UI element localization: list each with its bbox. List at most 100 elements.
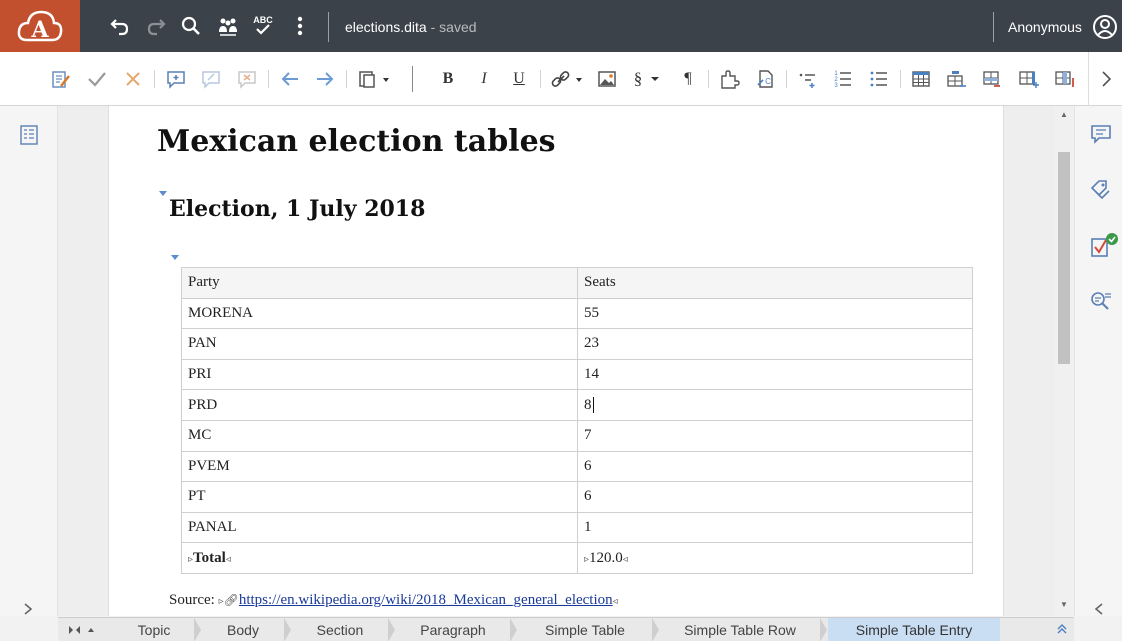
divider	[412, 66, 413, 92]
delete-column-icon[interactable]	[1053, 68, 1079, 90]
comments-panel-icon[interactable]	[1089, 122, 1113, 146]
search-icon[interactable]	[178, 13, 204, 39]
divider	[786, 70, 787, 88]
table-header-cell[interactable]: Party	[181, 267, 578, 299]
bold-button[interactable]: B	[442, 70, 454, 87]
find-replace-icon[interactable]	[1089, 290, 1113, 314]
table-row: PVEM 6	[181, 450, 973, 483]
next-change-icon[interactable]	[314, 68, 336, 90]
section-fold-toggle-icon[interactable]	[159, 191, 167, 196]
edit-comment-icon[interactable]	[200, 68, 222, 90]
divider	[708, 70, 709, 88]
section-title[interactable]: Election, 1 July 2018	[169, 196, 426, 222]
breadcrumb-collapse-icon[interactable]	[1056, 622, 1068, 641]
scrollbar-thumb[interactable]	[1058, 152, 1070, 364]
table-header-cell[interactable]: Seats	[577, 267, 973, 299]
party-cell[interactable]: MC	[181, 419, 578, 452]
link-dropdown-icon[interactable]	[550, 68, 584, 90]
remove-comment-icon[interactable]	[236, 68, 258, 90]
redo-icon[interactable]	[143, 13, 169, 39]
insert-row-above-icon[interactable]	[945, 68, 967, 90]
expand-left-panel-icon[interactable]	[22, 602, 34, 621]
track-changes-icon[interactable]	[50, 68, 72, 90]
insert-table-icon[interactable]	[910, 68, 932, 90]
tag-start-marker-icon: ▹	[188, 553, 194, 565]
seats-cell[interactable]: 6	[577, 481, 973, 513]
italic-button[interactable]: I	[481, 70, 487, 87]
user-avatar-icon[interactable]	[1092, 14, 1118, 45]
source-paragraph[interactable]: Source: ▹🔗︎https://en.wikipedia.org/wiki…	[169, 592, 618, 609]
content-reference-icon[interactable]: C	[754, 68, 776, 90]
underline-button[interactable]: U	[513, 70, 525, 87]
breadcrumb-item[interactable]: Section	[316, 622, 364, 638]
topic-title[interactable]: Mexican election tables	[157, 124, 556, 159]
expand-right-panel-icon[interactable]	[1093, 602, 1105, 621]
table-fold-toggle-icon[interactable]	[171, 255, 179, 260]
accept-change-icon[interactable]	[86, 68, 108, 90]
divider	[346, 70, 347, 88]
breadcrumb-item[interactable]: Simple Table	[545, 622, 625, 638]
delete-row-icon[interactable]	[981, 68, 1003, 90]
undo-icon[interactable]	[107, 13, 133, 39]
breadcrumb-item[interactable]: Body	[227, 622, 259, 638]
previous-change-icon[interactable]	[279, 68, 301, 90]
total-label-cell[interactable]: ▹Total◃	[181, 542, 578, 574]
scroll-down-icon[interactable]: ▼	[1060, 600, 1068, 609]
breadcrumb-item[interactable]: Paragraph	[420, 622, 486, 638]
app-logo[interactable]: A	[0, 0, 80, 52]
insert-image-icon[interactable]	[596, 68, 618, 90]
user-name[interactable]: Anonymous	[1008, 19, 1082, 35]
more-icon[interactable]	[287, 13, 313, 39]
simple-table[interactable]: Party Seats MORENA 55 PAN 23 PRI 14 PRD 8 MC…	[181, 267, 973, 574]
unordered-list-icon[interactable]	[868, 68, 890, 90]
party-cell[interactable]: MORENA	[181, 297, 578, 330]
divider	[328, 12, 329, 42]
seats-cell[interactable]: 7	[577, 419, 973, 452]
validation-icon[interactable]	[1089, 232, 1118, 257]
paste-dropdown-icon[interactable]	[357, 68, 391, 90]
vertical-scrollbar[interactable]: ▲ ▼	[1054, 106, 1074, 616]
editor-canvas[interactable]: Mexican election tables Election, 1 July…	[58, 106, 1054, 616]
scroll-up-icon[interactable]: ▲	[1060, 110, 1068, 119]
source-link[interactable]: https://en.wikipedia.org/wiki/2018_Mexic…	[238, 592, 613, 608]
breadcrumb-item[interactable]: Simple Table Row	[684, 622, 796, 638]
party-cell[interactable]: PANAL	[181, 511, 578, 544]
party-cell[interactable]: PT	[181, 481, 578, 513]
add-comment-icon[interactable]	[165, 68, 187, 90]
seats-cell-active[interactable]: 8	[577, 389, 973, 421]
party-cell[interactable]: PRD	[181, 389, 578, 421]
insert-list-item-icon[interactable]	[797, 68, 819, 90]
outline-icon[interactable]	[18, 124, 40, 151]
party-cell[interactable]: PVEM	[181, 450, 578, 483]
table-row: MORENA 55	[181, 297, 973, 330]
document-page[interactable]: Mexican election tables Election, 1 July…	[108, 106, 1004, 616]
spellcheck-icon[interactable]: ABC	[250, 13, 276, 39]
left-sidebar	[0, 106, 58, 616]
show-tags-button[interactable]: ¶	[684, 70, 692, 87]
seats-cell[interactable]: 23	[577, 328, 973, 360]
breadcrumb-item-active[interactable]: Simple Table Entry	[828, 618, 1000, 641]
breadcrumb-item[interactable]: Topic	[137, 622, 171, 638]
document-filename: elections.dita	[345, 19, 427, 35]
party-cell[interactable]: PAN	[181, 328, 578, 360]
insert-element-icon[interactable]	[718, 68, 740, 90]
party-cell[interactable]: PRI	[181, 358, 578, 391]
review-icon[interactable]	[215, 13, 241, 39]
section-dropdown-button[interactable]: §	[630, 68, 664, 90]
table-row: PAN 23	[181, 328, 973, 360]
seats-cell[interactable]: 55	[577, 297, 973, 330]
link-icon: 🔗︎	[223, 593, 239, 607]
seats-cell[interactable]: 14	[577, 358, 973, 391]
breadcrumb-toggle[interactable]	[58, 618, 104, 641]
tag-end-marker-icon: ◃	[612, 596, 618, 607]
insert-column-icon[interactable]	[1017, 68, 1039, 90]
attributes-tag-icon[interactable]	[1089, 178, 1113, 202]
toolbar-more-button[interactable]	[1088, 52, 1122, 106]
total-value-cell[interactable]: ▹120.0◃	[577, 542, 973, 574]
seats-cell[interactable]: 6	[577, 450, 973, 483]
reject-change-icon[interactable]	[122, 68, 144, 90]
right-sidebar	[1074, 106, 1122, 616]
logo-cloud-icon: A	[17, 10, 63, 43]
seats-cell[interactable]: 1	[577, 511, 973, 544]
